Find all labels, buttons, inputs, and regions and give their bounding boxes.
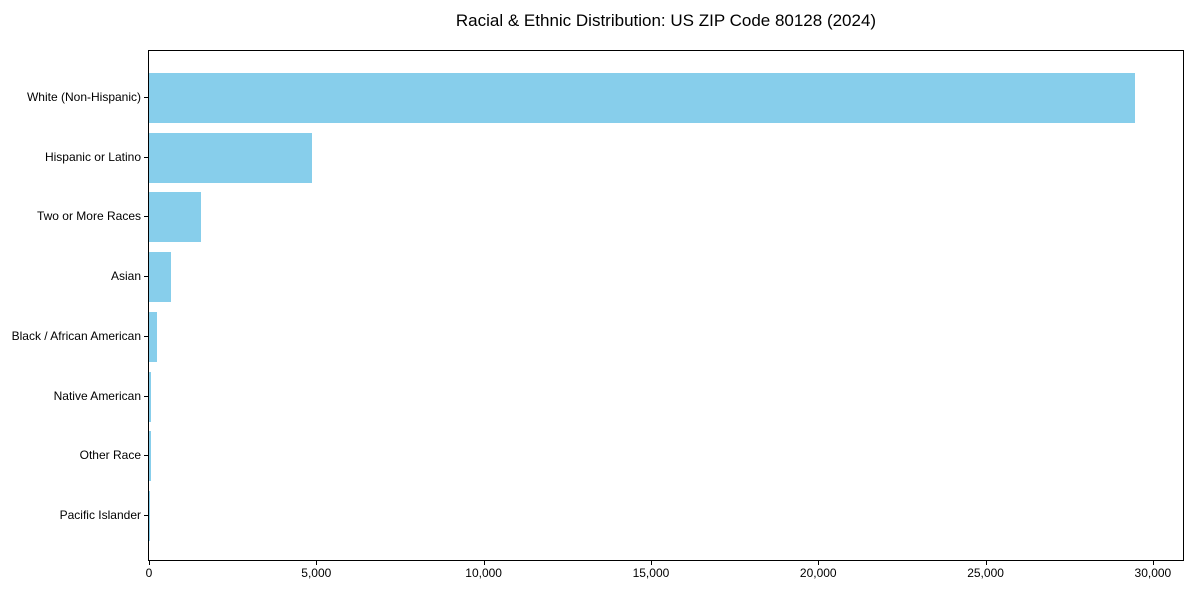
bar-white-non-hispanic <box>149 73 1135 124</box>
y-tick-mark <box>144 395 148 397</box>
bar-hispanic-or-latino <box>149 132 312 183</box>
y-tick-label-asian: Asian <box>110 269 141 284</box>
y-tick-mark <box>144 97 148 99</box>
x-tick-label-5000: 5,000 <box>301 566 332 580</box>
y-tick-label-other-race: Other Race <box>79 448 141 463</box>
x-tick-mark <box>818 561 820 565</box>
x-tick-mark <box>149 561 150 565</box>
bar-two-or-more-races <box>149 192 201 243</box>
x-tick-label-30000: 30,000 <box>1134 566 1172 580</box>
y-tick-mark <box>144 335 148 337</box>
bar-other-race <box>149 431 151 482</box>
x-tick-label-25000: 25,000 <box>967 566 1004 580</box>
bar-black-african-american <box>149 311 157 362</box>
x-tick-mark <box>650 561 652 565</box>
x-tick-label-20000: 20,000 <box>799 566 837 580</box>
x-tick-mark <box>1152 561 1154 565</box>
y-tick-label-pacific-islander: Pacific Islander <box>59 507 141 522</box>
x-tick-label-0: 0 <box>145 566 153 580</box>
plot-area <box>148 50 1184 561</box>
y-tick-label-native-american: Native American <box>53 388 141 403</box>
y-tick-mark <box>144 156 148 158</box>
y-tick-label-black-african-american: Black / African American <box>11 328 141 343</box>
x-tick-mark <box>316 561 318 565</box>
y-tick-label-hispanic-or-latino: Hispanic or Latino <box>44 149 141 164</box>
y-tick-mark <box>144 276 148 278</box>
y-tick-mark <box>144 514 148 516</box>
bar-native-american <box>149 371 152 422</box>
x-tick-label-10000: 10,000 <box>465 566 502 580</box>
bar-asian <box>149 252 171 303</box>
y-tick-mark <box>144 455 148 457</box>
chart-title: Racial & Ethnic Distribution: US ZIP Cod… <box>455 11 877 30</box>
x-tick-mark <box>985 561 987 565</box>
x-tick-label-15000: 15,000 <box>632 566 670 580</box>
y-tick-label-white-non-hispanic: White (Non-Hispanic) <box>26 90 141 105</box>
y-tick-label-two-or-more-races: Two or More Races <box>36 209 141 224</box>
y-tick-mark <box>144 216 148 218</box>
x-tick-mark <box>483 561 485 565</box>
